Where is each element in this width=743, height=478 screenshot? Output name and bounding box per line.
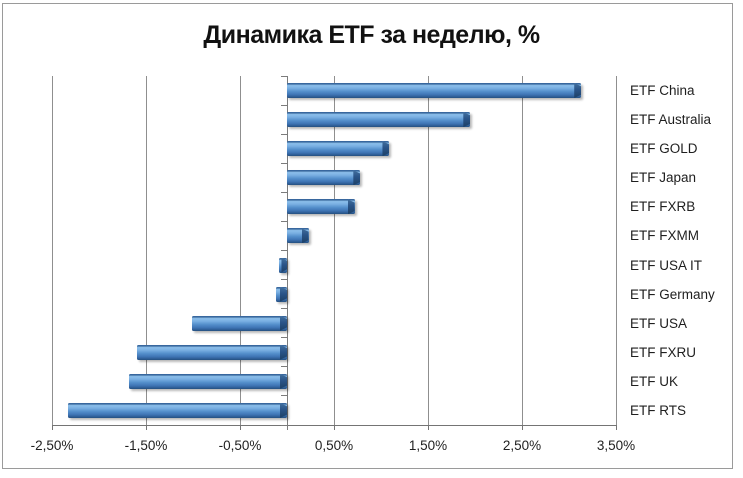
gridline <box>427 76 429 425</box>
value-axis-tick <box>427 425 429 430</box>
bar-end-cap <box>347 199 355 215</box>
bar-end-cap <box>279 402 287 418</box>
gridline <box>521 76 523 425</box>
bar-end-cap <box>279 315 287 331</box>
category-axis-tick <box>281 162 287 164</box>
bar <box>192 315 287 331</box>
gridline <box>51 76 53 425</box>
category-axis-tick <box>281 308 287 310</box>
category-axis-tick <box>281 395 287 397</box>
value-axis-tick-label: -1,50% <box>124 438 168 453</box>
bar-end-cap <box>279 286 287 302</box>
category-label: ETF Germany <box>630 286 715 302</box>
bar-end-cap <box>279 344 287 360</box>
bar <box>287 83 582 99</box>
category-axis-tick <box>281 366 287 368</box>
bar <box>287 199 355 215</box>
bar-end-cap <box>279 373 287 389</box>
bar <box>275 286 287 302</box>
category-axis-tick <box>281 104 287 106</box>
category-axis-tick <box>281 191 287 193</box>
bar-end-cap <box>574 83 582 99</box>
value-axis-tick-label: 3,50% <box>596 438 636 453</box>
category-label: ETF UK <box>630 373 679 389</box>
category-label: ETF FXRB <box>630 199 696 215</box>
value-axis-tick-label: -2,50% <box>30 438 74 453</box>
chart-title: Динамика ETF за неделю, % <box>203 21 540 49</box>
category-label: ETF China <box>630 83 695 98</box>
category-label: ETF USA <box>630 315 688 331</box>
value-axis-line <box>52 425 617 426</box>
value-axis-tick <box>333 425 335 430</box>
bar-end-cap <box>463 112 471 128</box>
bar <box>287 112 471 128</box>
category-label: ETF USA IT <box>630 257 703 273</box>
value-axis-tick <box>51 425 53 430</box>
plot-area <box>51 75 617 430</box>
category-label: ETF FXRU <box>630 344 696 360</box>
value-axis-labels: -2,50% -1,50% -0,50% 0,50% 1,50% 2,50% 3,50% <box>0 438 743 458</box>
bar-end-cap <box>281 257 287 273</box>
category-axis-line <box>286 76 288 430</box>
gridline <box>333 76 335 425</box>
bar <box>287 141 390 157</box>
category-label: ETF Australia <box>630 112 712 128</box>
value-axis-tick-label: 0,50% <box>314 438 354 453</box>
bar <box>287 170 361 186</box>
value-axis-tick <box>145 425 147 430</box>
bar <box>287 228 309 244</box>
value-axis-tick-label: 2,50% <box>502 438 542 453</box>
category-label: ETF RTS <box>630 402 687 418</box>
category-label: ETF FXMM <box>630 228 699 244</box>
category-label: ETF Japan <box>630 170 697 186</box>
category-axis-tick <box>281 250 287 251</box>
category-label: ETF GOLD <box>630 141 698 157</box>
bar-end-cap <box>382 141 390 157</box>
category-axis-tick <box>281 279 287 281</box>
category-axis-tick <box>281 337 287 339</box>
value-axis-tick <box>615 425 617 430</box>
value-axis-tick <box>521 425 523 430</box>
bar <box>67 402 287 418</box>
bar <box>279 257 287 273</box>
bar <box>136 344 287 360</box>
value-axis-tick <box>239 425 241 430</box>
category-axis-tick <box>281 133 287 135</box>
category-axis-tick <box>281 220 287 222</box>
category-axis-tick <box>281 75 287 77</box>
gridline <box>145 76 147 425</box>
bar-end-cap <box>301 228 309 244</box>
gridline <box>239 76 241 425</box>
category-axis-labels: ETF China ETF Australia ETF GOLD ETF Japan E… <box>630 76 740 425</box>
bar-end-cap <box>353 170 361 186</box>
value-axis-tick-label: -0,50% <box>218 438 262 453</box>
bar <box>129 373 287 389</box>
value-axis-tick-label: 1,50% <box>408 438 448 453</box>
category-axis-tick <box>281 424 287 426</box>
chart-frame <box>2 3 733 469</box>
gridline <box>615 76 617 425</box>
